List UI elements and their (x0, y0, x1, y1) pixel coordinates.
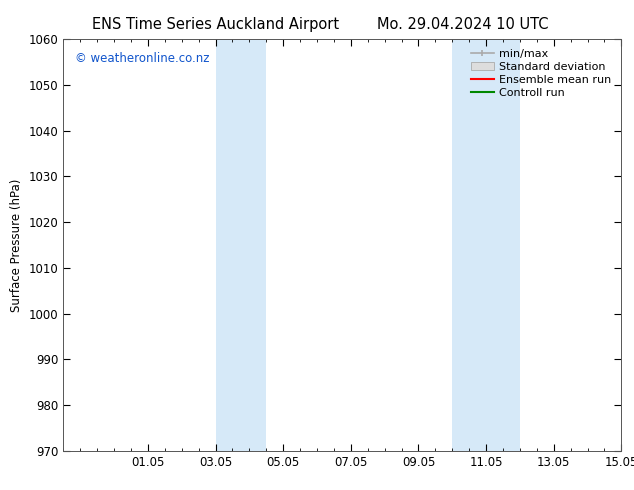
Text: Mo. 29.04.2024 10 UTC: Mo. 29.04.2024 10 UTC (377, 17, 548, 32)
Bar (452, 39, 520, 451)
Text: ENS Time Series Auckland Airport: ENS Time Series Auckland Airport (92, 17, 339, 32)
Bar (216, 39, 266, 451)
Y-axis label: Surface Pressure (hPa): Surface Pressure (hPa) (10, 178, 23, 312)
Text: © weatheronline.co.nz: © weatheronline.co.nz (75, 51, 209, 65)
Legend: min/max, Standard deviation, Ensemble mean run, Controll run: min/max, Standard deviation, Ensemble me… (467, 45, 616, 102)
